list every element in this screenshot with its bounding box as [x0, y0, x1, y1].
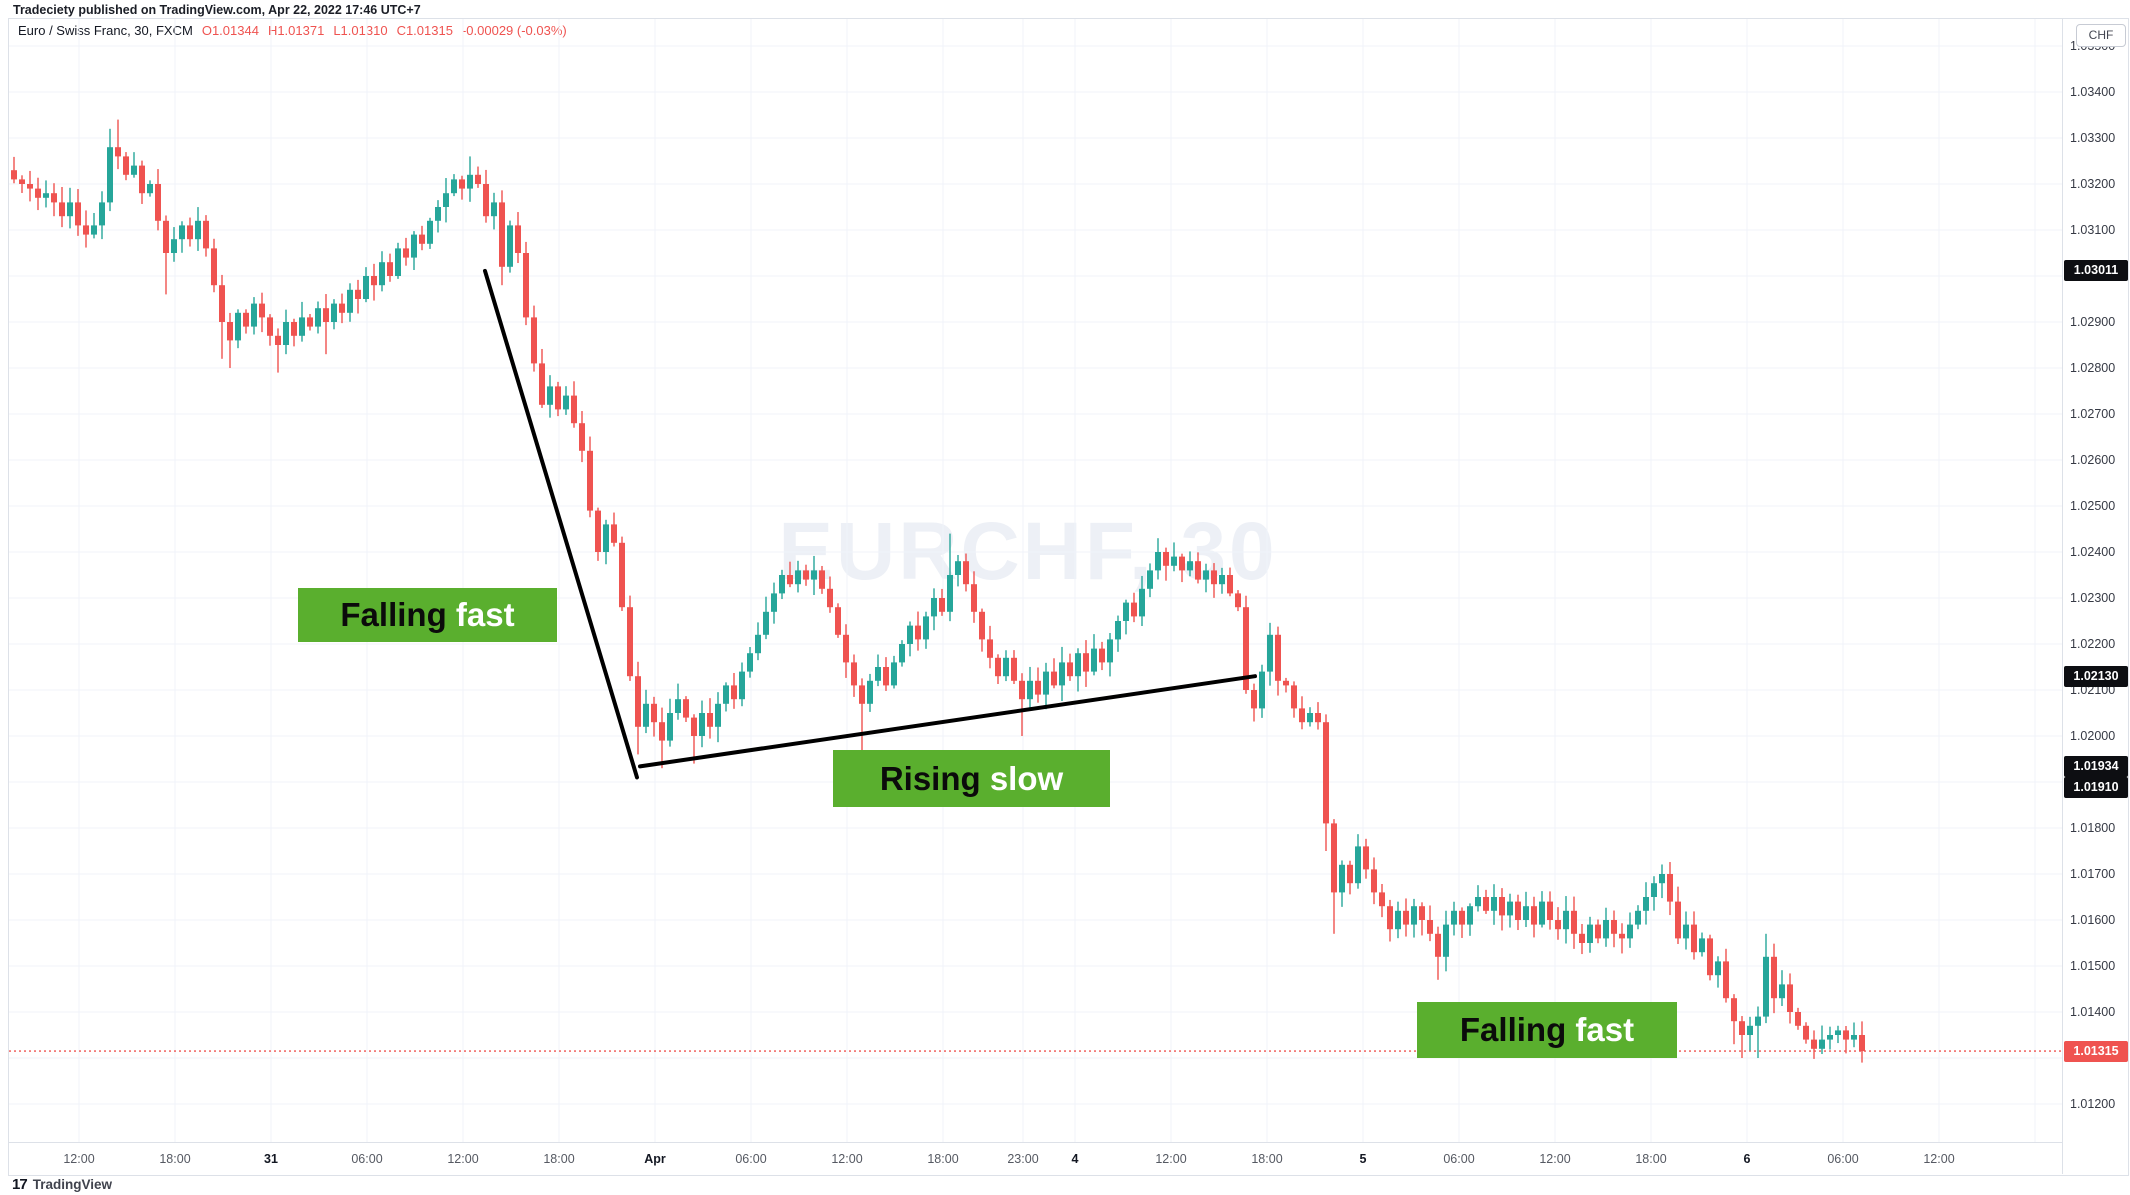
- trendline-price-tag: 1.01934: [2064, 755, 2128, 777]
- time-axis-label: 18:00: [1635, 1152, 1667, 1166]
- price-axis-label: 1.01500: [2070, 959, 2116, 973]
- price-axis-label: 1.02700: [2070, 407, 2116, 421]
- time-axis-label: 18:00: [1251, 1152, 1283, 1166]
- price-axis-label: 1.02800: [2070, 361, 2116, 375]
- chart-frame: [8, 18, 2129, 1176]
- time-axis-label: 23:00: [1007, 1152, 1039, 1166]
- price-axis-label: 1.02400: [2070, 545, 2116, 559]
- annotation-text-dark: Rising: [879, 759, 981, 797]
- time-axis-label: 18:00: [543, 1152, 575, 1166]
- price-axis-label: 1.01800: [2070, 821, 2116, 835]
- chart-legend: Euro / Swiss Franc, 30, FXCM O1.01344 H1…: [18, 23, 567, 38]
- annotation-text-light: fast: [446, 596, 515, 633]
- time-axis-label: 06:00: [351, 1152, 383, 1166]
- annotation-text-light: fast: [1566, 1011, 1635, 1048]
- price-axis-label: 1.01200: [2070, 1097, 2116, 1111]
- tradingview-logo-icon: 17: [12, 1176, 28, 1193]
- change-value: -0.00029 (-0.03%): [461, 23, 567, 38]
- price-axis-label: 1.02900: [2070, 315, 2116, 329]
- time-axis-separator: [9, 1142, 2062, 1143]
- annotation-text-dark: Falling: [340, 596, 447, 633]
- time-axis-label: 12:00: [1923, 1152, 1955, 1166]
- trendline-price-tag: 1.03011: [2064, 260, 2128, 282]
- current-price-tag: 1.01315: [2064, 1040, 2128, 1062]
- trendline-price-tag: 1.01910: [2064, 776, 2128, 798]
- annotation-text-dark: Falling: [1459, 1011, 1567, 1048]
- price-axis-label: 1.01400: [2070, 1005, 2116, 1019]
- time-axis-day-label: 5: [1359, 1152, 1367, 1166]
- ohlc-open: O1.01344: [201, 23, 259, 38]
- time-axis-label: 18:00: [159, 1152, 191, 1166]
- price-axis-label: 1.02600: [2070, 453, 2116, 467]
- time-axis-label: 12:00: [831, 1152, 863, 1166]
- currency-badge[interactable]: CHF: [2076, 24, 2126, 47]
- time-axis-label: 12:00: [1155, 1152, 1187, 1166]
- price-axis-label: 1.02200: [2070, 637, 2116, 651]
- annotation-text-light: slow: [980, 759, 1064, 797]
- time-axis-label: 06:00: [1443, 1152, 1475, 1166]
- price-axis-label: 1.01600: [2070, 913, 2116, 927]
- symbol-title: Euro / Swiss Franc, 30, FXCM: [18, 23, 193, 38]
- time-axis-label: 12:00: [63, 1152, 95, 1166]
- time-axis-label: 18:00: [927, 1152, 959, 1166]
- time-axis-day-label: Apr: [644, 1152, 666, 1166]
- attribution-text: Tradeciety published on TradingView.com,…: [13, 3, 421, 17]
- ohlc-low: L1.01310: [333, 23, 388, 38]
- price-axis-label: 1.03400: [2070, 85, 2116, 99]
- annotation-falling-fast-2[interactable]: Falling fast: [1417, 1002, 1677, 1058]
- price-axis-label: 1.02000: [2070, 729, 2116, 743]
- tradingview-wordmark: TradingView: [32, 1177, 112, 1192]
- time-axis-label: 06:00: [1827, 1152, 1859, 1166]
- tradingview-branding[interactable]: 17 TradingView: [12, 1176, 112, 1193]
- price-axis-label: 1.03200: [2070, 177, 2116, 191]
- price-axis-label: 1.02300: [2070, 591, 2116, 605]
- time-axis-label: 12:00: [1539, 1152, 1571, 1166]
- time-axis-day-label: 31: [264, 1152, 278, 1166]
- price-axis-label: 1.01700: [2070, 867, 2116, 881]
- ohlc-high: H1.01371: [267, 23, 325, 38]
- time-axis-day-label: 6: [1743, 1152, 1751, 1166]
- time-axis-label: 06:00: [735, 1152, 767, 1166]
- price-axis-label: 1.03300: [2070, 131, 2116, 145]
- price-axis-separator: [2062, 19, 2063, 1174]
- price-axis-label: 1.03100: [2070, 223, 2116, 237]
- time-axis-label: 12:00: [447, 1152, 479, 1166]
- trendline-price-tag: 1.02130: [2064, 665, 2128, 687]
- annotation-rising-slow[interactable]: Rising slow: [833, 750, 1110, 807]
- price-axis-label: 1.02500: [2070, 499, 2116, 513]
- time-axis-day-label: 4: [1071, 1152, 1079, 1166]
- annotation-falling-fast-1[interactable]: Falling fast: [298, 588, 557, 642]
- ohlc-close: C1.01315: [396, 23, 453, 38]
